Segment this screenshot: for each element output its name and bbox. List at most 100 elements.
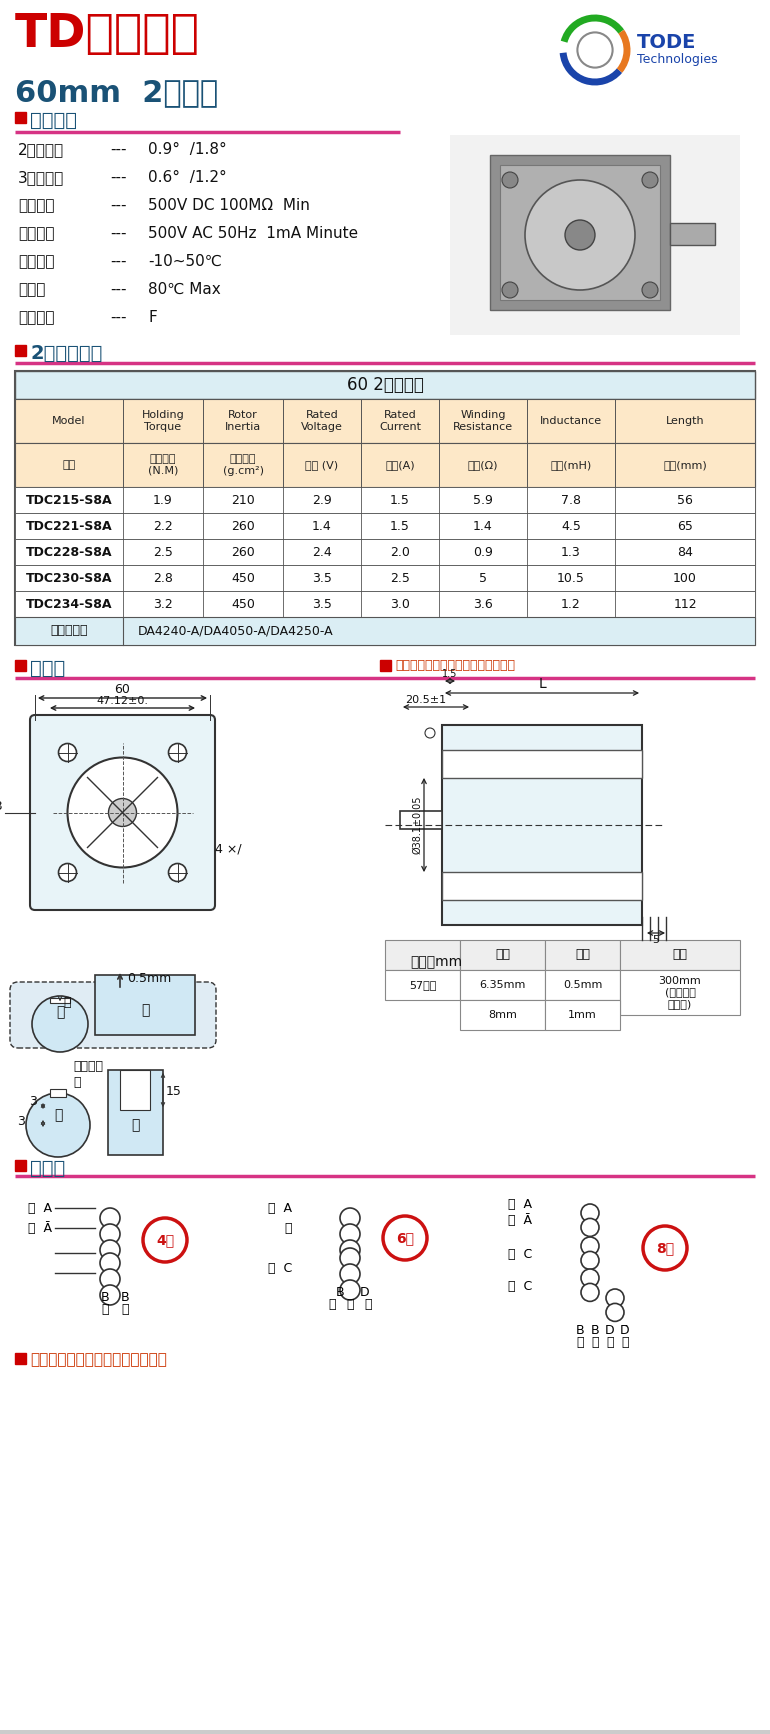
Text: Holding
Torque: Holding Torque — [142, 411, 184, 432]
Text: 4線: 4線 — [156, 1233, 174, 1247]
Circle shape — [68, 758, 178, 867]
Text: 絕緣強度: 絕緣強度 — [18, 225, 55, 241]
Circle shape — [642, 283, 658, 298]
Bar — [15, 661, 26, 671]
Text: D̄: D̄ — [620, 1325, 630, 1337]
Circle shape — [340, 1224, 360, 1243]
Circle shape — [643, 1226, 687, 1269]
Text: Length: Length — [666, 416, 705, 427]
Text: 260: 260 — [231, 546, 255, 558]
Text: 絕緣電阻: 絕緣電阻 — [18, 198, 55, 213]
Text: ---: --- — [110, 283, 126, 297]
Bar — [385, 940, 460, 969]
Bar — [50, 999, 70, 1002]
Text: 環境溫度: 環境溫度 — [18, 253, 55, 269]
Text: 3.6: 3.6 — [473, 598, 493, 610]
Bar — [120, 1070, 150, 1110]
Text: 15: 15 — [166, 1085, 182, 1098]
Text: 300mm
(特殊長度
可定制): 300mm (特殊長度 可定制) — [658, 976, 701, 1009]
Circle shape — [581, 1283, 599, 1302]
Circle shape — [581, 1252, 599, 1269]
Text: Ø6.3: Ø6.3 — [0, 799, 3, 813]
Text: 1.2: 1.2 — [561, 598, 581, 610]
Text: 軸徑: 軸徑 — [495, 948, 510, 961]
Text: 1.5: 1.5 — [442, 669, 457, 680]
Circle shape — [581, 1203, 599, 1222]
Text: 電阻(Ω): 電阻(Ω) — [467, 460, 498, 470]
Circle shape — [383, 1216, 427, 1261]
Text: B̄: B̄ — [121, 1292, 129, 1304]
Text: 60 2相步電机: 60 2相步電机 — [346, 376, 424, 394]
Circle shape — [100, 1269, 120, 1288]
Text: 綠: 綠 — [364, 1299, 372, 1311]
Text: Model: Model — [52, 416, 85, 427]
Text: 6.35mm: 6.35mm — [479, 980, 526, 990]
Text: 綠: 綠 — [121, 1302, 129, 1316]
Circle shape — [32, 995, 88, 1053]
Text: 0.5mm: 0.5mm — [563, 980, 602, 990]
Bar — [490, 154, 670, 310]
Text: 如需特殊規格請與拓達及經銷商聯絡: 如需特殊規格請與拓達及經銷商聯絡 — [395, 659, 515, 673]
Text: 綠: 綠 — [621, 1335, 629, 1349]
Text: 56: 56 — [677, 494, 693, 506]
Bar — [15, 513, 755, 539]
Text: 保持力矩
(N.M): 保持力矩 (N.M) — [148, 454, 178, 475]
Text: 電感(mH): 電感(mH) — [551, 460, 591, 470]
Bar — [442, 751, 642, 779]
Circle shape — [340, 1248, 360, 1268]
Circle shape — [59, 744, 76, 761]
Text: 3相步距角: 3相步距角 — [18, 170, 64, 186]
Text: 黃  Ā: 黃 Ā — [508, 1214, 532, 1228]
Text: L: L — [538, 676, 546, 692]
Circle shape — [606, 1304, 624, 1321]
Text: 65: 65 — [677, 520, 693, 532]
Text: 0.9°  /1.8°: 0.9° /1.8° — [148, 142, 226, 158]
Text: 210: 210 — [231, 494, 255, 506]
Text: 3.5: 3.5 — [312, 572, 332, 584]
Text: 3.5: 3.5 — [312, 598, 332, 610]
Bar — [0, 1731, 770, 1734]
Text: 5: 5 — [479, 572, 487, 584]
Text: 500V DC 100MΩ  Min: 500V DC 100MΩ Min — [148, 198, 310, 213]
Circle shape — [525, 180, 635, 290]
Text: B: B — [576, 1325, 584, 1337]
Text: ---: --- — [110, 198, 126, 213]
Text: 轉子慣量
(g.cm²): 轉子慣量 (g.cm²) — [223, 454, 263, 475]
Text: Inductance: Inductance — [540, 416, 602, 427]
Text: Technologies: Technologies — [637, 54, 718, 66]
Circle shape — [606, 1288, 624, 1307]
Text: 軸: 軸 — [141, 1002, 149, 1018]
Text: 3.2: 3.2 — [153, 598, 173, 610]
Text: TD系列步進: TD系列步進 — [15, 12, 200, 57]
Text: 尺寸圖: 尺寸圖 — [30, 659, 65, 678]
Circle shape — [169, 744, 186, 761]
Bar — [15, 1353, 26, 1365]
Text: -10~50℃: -10~50℃ — [148, 253, 222, 269]
Text: 84: 84 — [677, 546, 693, 558]
Text: 2.2: 2.2 — [153, 520, 173, 532]
Circle shape — [26, 1092, 90, 1157]
Bar — [15, 1160, 26, 1170]
Text: 0.5mm: 0.5mm — [127, 971, 171, 985]
Bar — [670, 224, 715, 244]
Text: 4 ×/: 4 ×/ — [215, 843, 242, 855]
Text: 長度(mm): 長度(mm) — [663, 460, 707, 470]
Text: TDC221-S8A: TDC221-S8A — [25, 520, 112, 532]
Circle shape — [581, 1269, 599, 1287]
Text: D: D — [605, 1325, 614, 1337]
Text: 電流(A): 電流(A) — [385, 460, 415, 470]
Text: 2.5: 2.5 — [153, 546, 173, 558]
Bar — [400, 812, 442, 829]
FancyBboxPatch shape — [30, 714, 215, 910]
Text: 47.12±0.: 47.12±0. — [96, 695, 149, 706]
Text: 450: 450 — [231, 572, 255, 584]
Text: 1.5: 1.5 — [390, 520, 410, 532]
Text: 0.9: 0.9 — [473, 546, 493, 558]
Text: Winding
Resistance: Winding Resistance — [453, 411, 513, 432]
Text: 軸: 軸 — [55, 1006, 64, 1020]
Text: 20.5±1: 20.5±1 — [406, 695, 447, 706]
Text: 棕: 棕 — [606, 1335, 614, 1349]
Text: 絕緣等級: 絕緣等級 — [18, 310, 55, 324]
Bar — [15, 617, 755, 645]
Circle shape — [340, 1240, 360, 1261]
